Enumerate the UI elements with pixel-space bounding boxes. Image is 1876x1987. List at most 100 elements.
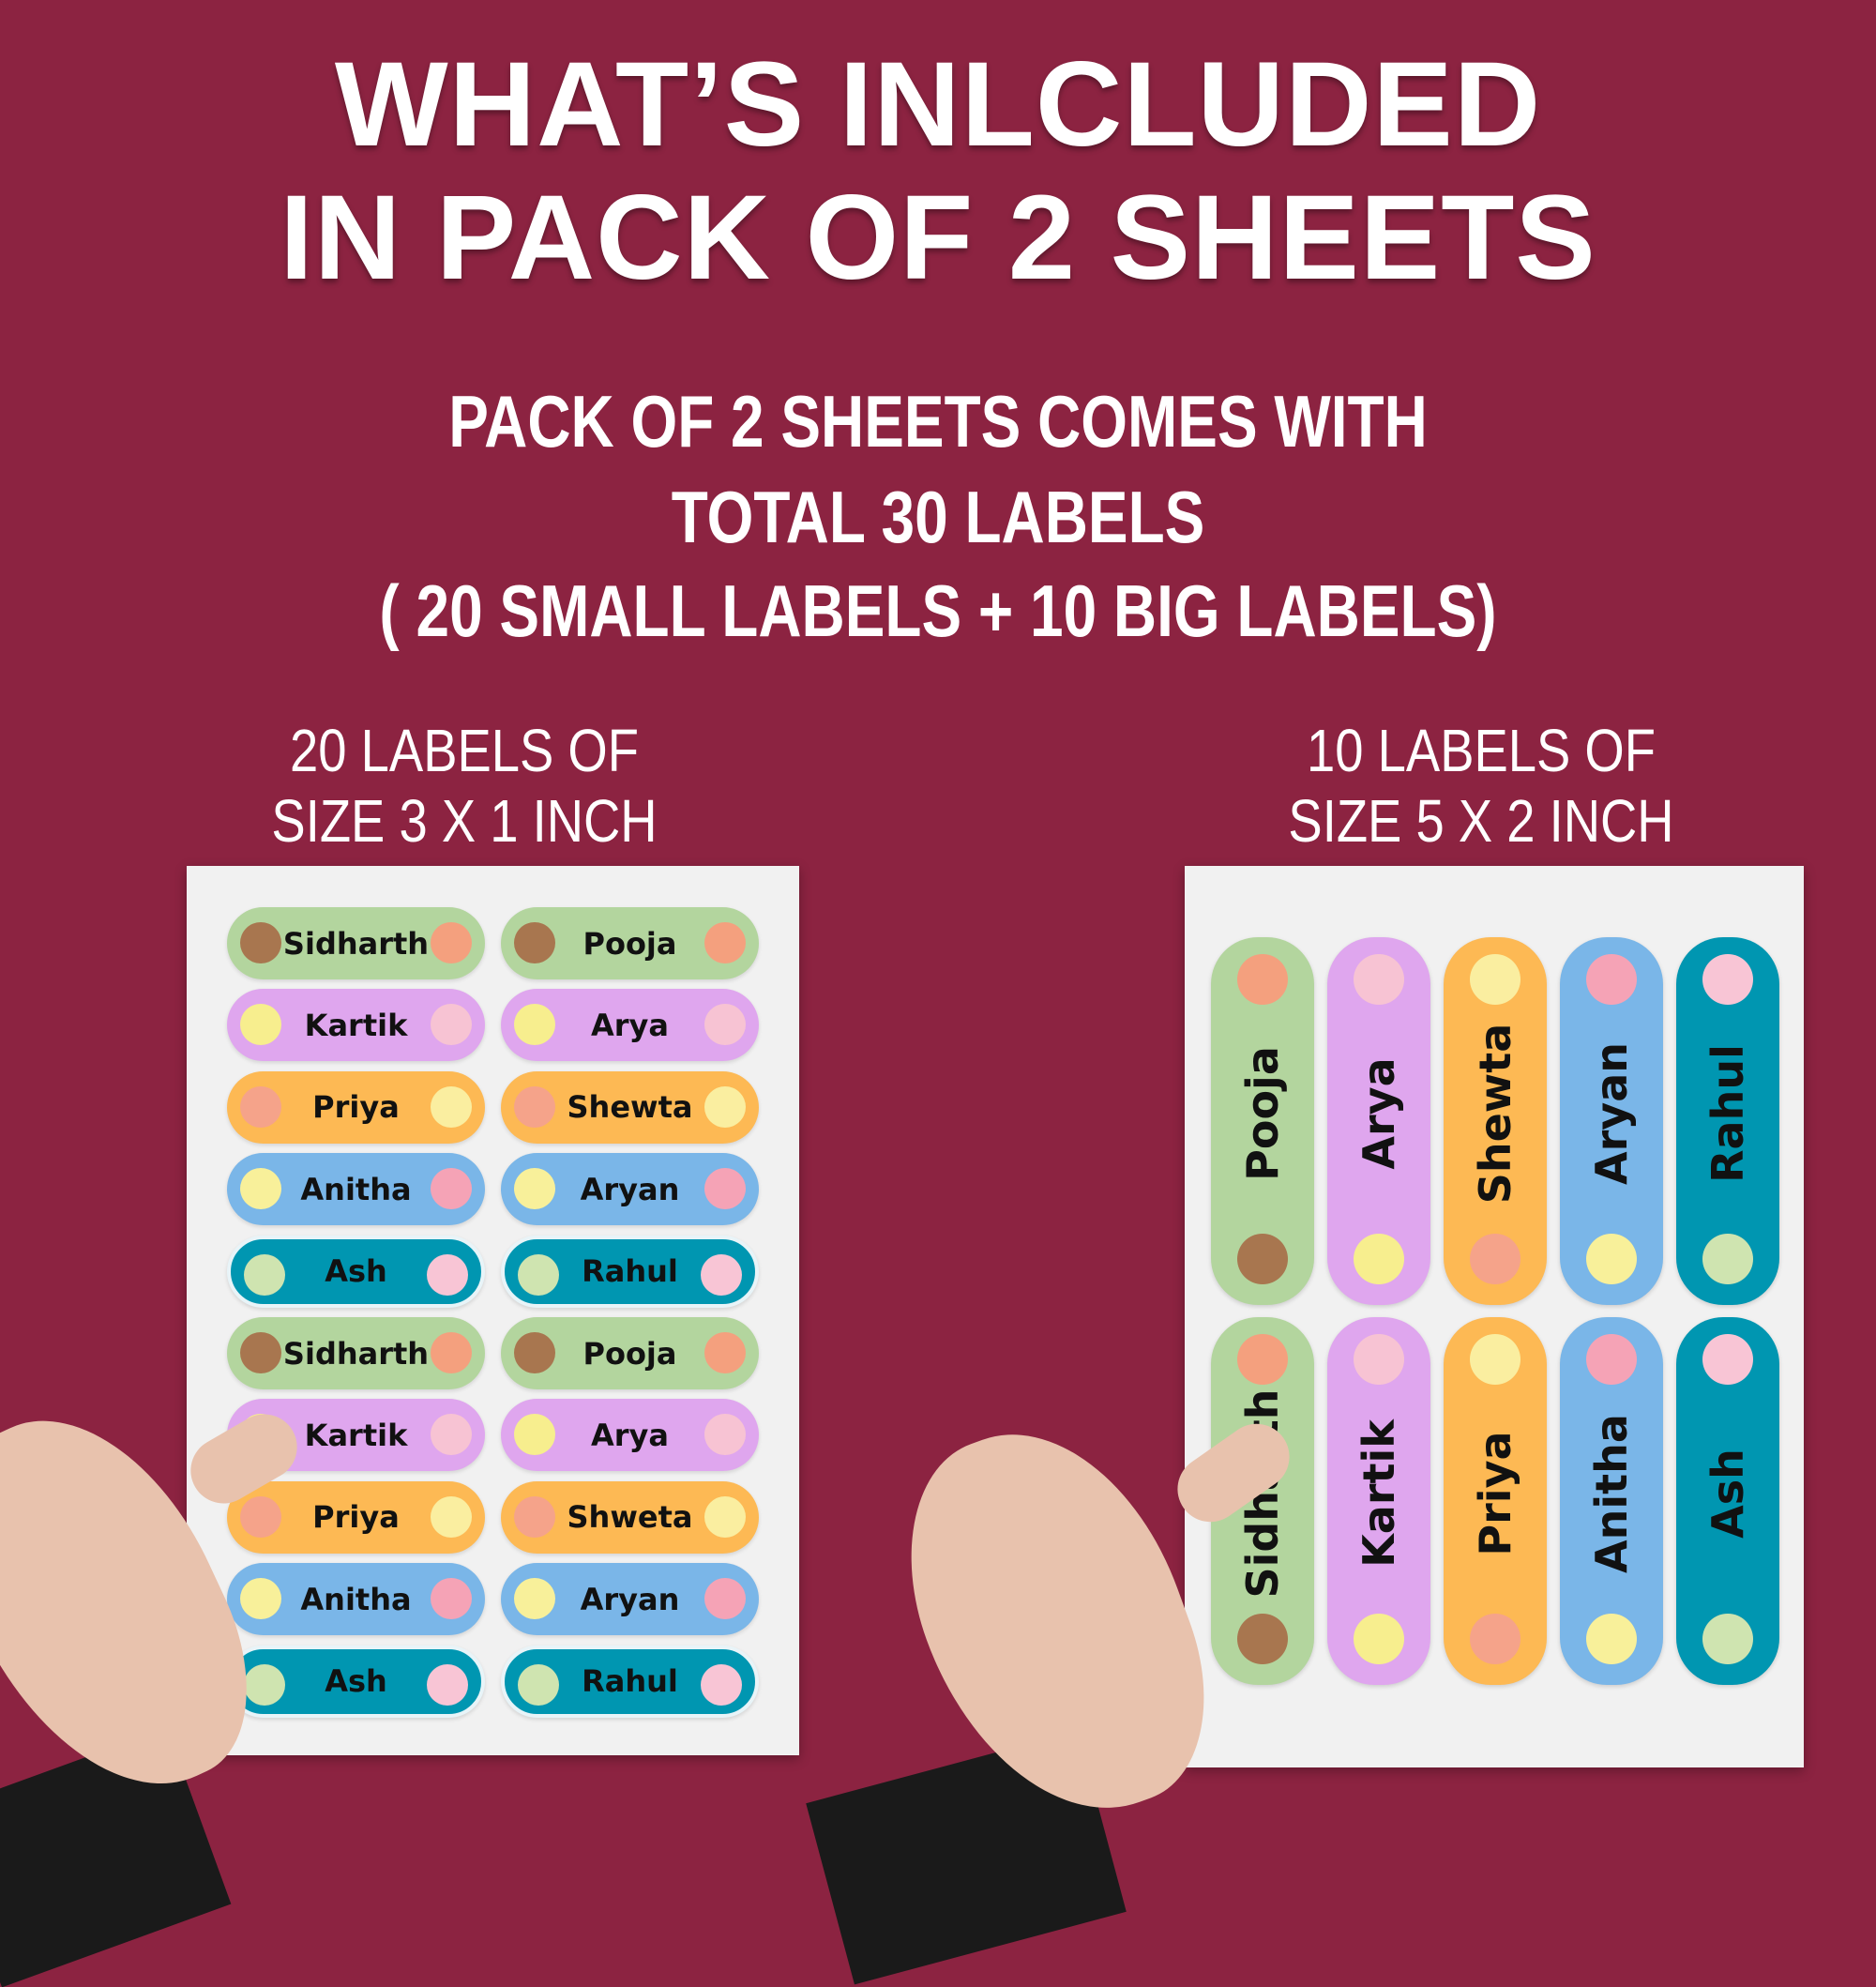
flowers-icon	[1586, 1334, 1637, 1385]
flower-icon	[1702, 954, 1753, 1005]
frog-icon	[244, 1253, 285, 1296]
label-name: Rahul	[582, 1663, 678, 1700]
big-name-label: Anitha	[1560, 1317, 1663, 1685]
label-name: Anitha	[300, 1171, 412, 1207]
small-name-label: Sidharth	[227, 1317, 485, 1389]
frog-icon	[244, 1663, 285, 1706]
sun-icon	[240, 1578, 281, 1620]
star-icon	[1470, 1234, 1520, 1284]
small-name-label: Rahul	[501, 1235, 759, 1308]
rainbow-icon	[431, 922, 472, 963]
label-name: Pooja	[582, 925, 677, 962]
sparkle-icon	[1354, 1234, 1404, 1284]
sparkle-icon	[514, 1414, 555, 1456]
label-name: Anitha	[1586, 1414, 1637, 1574]
bunny-icon	[1354, 1334, 1404, 1385]
rainbow-icon	[431, 1332, 472, 1373]
small-name-label: Aryan	[501, 1563, 759, 1636]
big-label-sheet: Pooja Arya Shewta Aryan Rahul Sidharth Kartik P…	[1185, 866, 1804, 1767]
small-name-label: Anitha	[227, 1563, 485, 1636]
label-name: Aryan	[1586, 1042, 1637, 1186]
flowers-icon	[704, 1168, 746, 1210]
moon-icon	[431, 1495, 472, 1538]
subtitle-line-1: PACK OF 2 SHEETS COMES WITH	[448, 380, 1428, 463]
big-name-label: Pooja	[1211, 937, 1314, 1305]
label-name: Priya	[1470, 1431, 1520, 1556]
small-name-label: Priya	[227, 1070, 485, 1144]
main-title-line-1: WHAT’S INLCLUDED	[334, 38, 1542, 172]
sparkle-icon	[514, 1004, 555, 1046]
subtitle-line-2: TOTAL 30 LABELS	[671, 476, 1205, 558]
label-name: Kartik	[304, 1417, 408, 1453]
sun-icon	[240, 1168, 281, 1210]
label-name: Rahul	[1702, 1044, 1753, 1184]
right-heading-1: 10 LABELS OF	[1307, 717, 1656, 784]
rainbow-icon	[704, 1332, 746, 1373]
bear-icon	[240, 922, 281, 963]
small-name-label: Ash	[227, 1645, 485, 1718]
label-name: Sidharth	[282, 1335, 430, 1372]
big-name-label: Kartik	[1327, 1317, 1430, 1685]
sun-icon	[1586, 1614, 1637, 1664]
rainbow-icon	[1237, 954, 1288, 1005]
bunny-icon	[431, 1414, 472, 1456]
star-icon	[240, 1495, 281, 1538]
big-name-label: Shewta	[1444, 937, 1547, 1305]
label-name: Anitha	[300, 1581, 412, 1617]
label-name: Rahul	[582, 1253, 678, 1290]
sun-icon	[1586, 1234, 1637, 1284]
label-name: Ash	[325, 1253, 387, 1290]
small-name-label: Shweta	[501, 1480, 759, 1554]
label-name: Kartik	[304, 1007, 408, 1043]
label-name: Arya	[591, 1007, 669, 1043]
small-name-label: Ash	[227, 1235, 485, 1308]
label-name: Priya	[312, 1089, 400, 1126]
left-heading-2: SIZE 3 X 1 INCH	[271, 787, 658, 855]
small-name-label: Arya	[501, 989, 759, 1062]
frog-icon	[1702, 1614, 1753, 1664]
label-name: Shewta	[1470, 1023, 1520, 1205]
star-icon	[240, 1085, 281, 1128]
small-name-label: Priya	[227, 1480, 485, 1554]
subtitle-line-3: ( 20 SMALL LABELS + 10 BIG LABELS)	[379, 569, 1497, 652]
right-heading-2: SIZE 5 X 2 INCH	[1288, 787, 1674, 855]
bear-icon	[514, 922, 555, 963]
frog-icon	[1702, 1234, 1753, 1284]
bear-icon	[1237, 1234, 1288, 1284]
flower-icon	[1702, 1334, 1753, 1385]
small-name-label: Aryan	[501, 1153, 759, 1226]
big-name-label: Arya	[1327, 937, 1430, 1305]
big-name-label: Aryan	[1560, 937, 1663, 1305]
moon-icon	[431, 1085, 472, 1128]
bear-icon	[514, 1332, 555, 1373]
star-icon	[514, 1495, 555, 1538]
small-name-label: Arya	[501, 1399, 759, 1472]
bear-icon	[1237, 1614, 1288, 1664]
rainbow-icon	[1237, 1334, 1288, 1385]
small-name-label: Anitha	[227, 1153, 485, 1226]
bunny-icon	[704, 1414, 746, 1456]
sun-icon	[514, 1578, 555, 1620]
big-name-label: Rahul	[1676, 937, 1779, 1305]
small-name-label: Pooja	[501, 907, 759, 979]
label-name: Ash	[325, 1663, 387, 1700]
flower-icon	[701, 1253, 742, 1296]
small-name-label: Pooja	[501, 1317, 759, 1389]
small-label-sheet: Sidharth Pooja Kartik Arya Priya Shewta Anitha…	[187, 866, 799, 1755]
small-name-label: Rahul	[501, 1645, 759, 1718]
label-name: Sidharth	[282, 925, 430, 962]
main-title-line-2: IN PACK OF 2 SHEETS	[280, 171, 1596, 305]
frog-icon	[518, 1663, 559, 1706]
label-name: Priya	[312, 1499, 400, 1536]
label-name: Aryan	[580, 1581, 680, 1617]
bunny-icon	[431, 1004, 472, 1046]
label-name: Ash	[1702, 1449, 1753, 1540]
moon-icon	[704, 1495, 746, 1538]
rainbow-icon	[704, 922, 746, 963]
small-name-label: Shewta	[501, 1070, 759, 1144]
left-heading-1: 20 LABELS OF	[290, 717, 639, 784]
bear-icon	[240, 1332, 281, 1373]
sparkle-icon	[240, 1004, 281, 1046]
flowers-icon	[704, 1578, 746, 1620]
star-icon	[1470, 1614, 1520, 1664]
